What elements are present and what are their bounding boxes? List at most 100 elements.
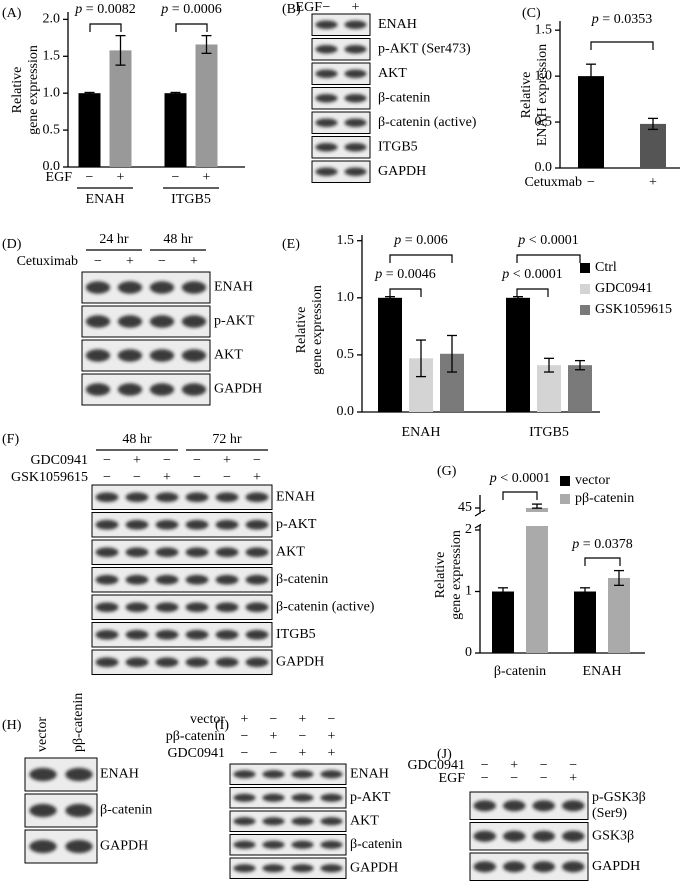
band <box>503 861 526 873</box>
y-tick-label: 1.0 <box>535 68 553 83</box>
band <box>291 840 314 849</box>
band <box>320 840 343 849</box>
panel-label: (H) <box>2 718 22 733</box>
protein-label: p-AKT <box>214 314 255 329</box>
band <box>185 574 209 585</box>
bar <box>109 50 132 167</box>
bar <box>537 365 561 412</box>
band <box>245 629 269 640</box>
y-tick-label: 1 <box>465 584 472 599</box>
band <box>233 840 256 849</box>
band <box>85 349 111 362</box>
band <box>233 770 256 779</box>
band <box>315 167 338 177</box>
band <box>562 830 585 842</box>
band <box>155 574 179 585</box>
condition-level: − <box>270 712 278 727</box>
condition-level: + <box>163 470 171 485</box>
band <box>29 803 57 818</box>
protein-label: AKT <box>350 813 379 828</box>
p-value: p = 0.0006 <box>160 2 221 17</box>
band <box>245 574 269 585</box>
condition-level: − <box>133 470 141 485</box>
band <box>155 657 179 668</box>
x-tick-label: + <box>649 175 657 190</box>
protein-label: β-catenin <box>276 572 328 587</box>
protein-label: β-catenin <box>350 837 402 852</box>
significance-bracket <box>516 288 549 297</box>
bar <box>492 591 514 653</box>
protein-label: p-GSK3β <box>592 790 646 805</box>
band <box>155 492 179 503</box>
panel-label: (F) <box>2 432 19 447</box>
band <box>503 830 526 842</box>
axis-break <box>474 509 486 517</box>
condition-level: + <box>510 758 518 773</box>
axis-break-gap <box>481 512 646 526</box>
panel-label: (A) <box>2 6 22 21</box>
y-tick-label: 0.0 <box>43 159 61 174</box>
band <box>215 657 239 668</box>
band <box>125 519 149 530</box>
band <box>125 492 149 503</box>
condition-label: EGF <box>296 0 323 15</box>
significance-bracket <box>175 23 208 32</box>
band <box>155 547 179 558</box>
band <box>29 839 57 854</box>
band <box>95 547 119 558</box>
band <box>315 118 338 128</box>
legend-label: GDC0941 <box>595 281 653 296</box>
condition-level: + <box>190 254 198 269</box>
condition-level: + <box>241 712 249 727</box>
band <box>532 800 555 812</box>
y-axis-label: Relative <box>10 67 25 114</box>
blot-strip <box>229 787 347 809</box>
protein-label: GAPDH <box>276 654 324 669</box>
band <box>215 547 239 558</box>
band <box>85 281 111 294</box>
condition-label: vector <box>190 712 225 727</box>
band <box>215 629 239 640</box>
band <box>65 803 93 818</box>
condition-level: − <box>241 746 249 761</box>
y-tick-label: 2 <box>465 522 472 537</box>
y-axis-label: gene expression <box>449 530 464 620</box>
legend-swatch <box>560 476 570 486</box>
condition-level: + <box>299 746 307 761</box>
band <box>155 602 179 613</box>
protein-label: ITGB5 <box>276 627 316 642</box>
condition-level: − <box>510 771 518 786</box>
protein-label: ENAH <box>276 489 315 504</box>
panel-label: (E) <box>282 237 300 252</box>
x-level-label: + <box>203 170 211 185</box>
y-tick-label: 2.0 <box>43 12 61 27</box>
band <box>344 20 367 30</box>
significance-bracket <box>502 491 538 500</box>
y-tick-label: 0.5 <box>43 122 61 137</box>
blot-strip <box>311 87 371 110</box>
y-axis-label: ENAH expression <box>535 44 550 146</box>
protein-label: β-catenin (active) <box>378 115 477 130</box>
band <box>562 800 585 812</box>
condition-label: Cetuximab <box>17 254 78 269</box>
band <box>344 93 367 103</box>
condition-level: − <box>193 453 201 468</box>
condition-label: GDC0941 <box>167 746 225 761</box>
blot-strip <box>91 484 273 510</box>
protein-label: p-AKT (Ser473) <box>378 41 471 56</box>
band <box>85 315 111 328</box>
condition-level: − <box>481 758 489 773</box>
band <box>262 864 285 873</box>
x-tick-label: ITGB5 <box>171 192 211 207</box>
band <box>125 629 149 640</box>
band <box>233 817 256 826</box>
blot-strip <box>229 763 347 785</box>
band <box>473 861 496 873</box>
group-label: 48 hr <box>122 432 152 447</box>
condition-level: − <box>540 771 548 786</box>
band <box>262 817 285 826</box>
band <box>532 830 555 842</box>
group-label: 72 hr <box>212 432 242 447</box>
band <box>503 800 526 812</box>
y-tick-label: 45 <box>458 500 472 515</box>
